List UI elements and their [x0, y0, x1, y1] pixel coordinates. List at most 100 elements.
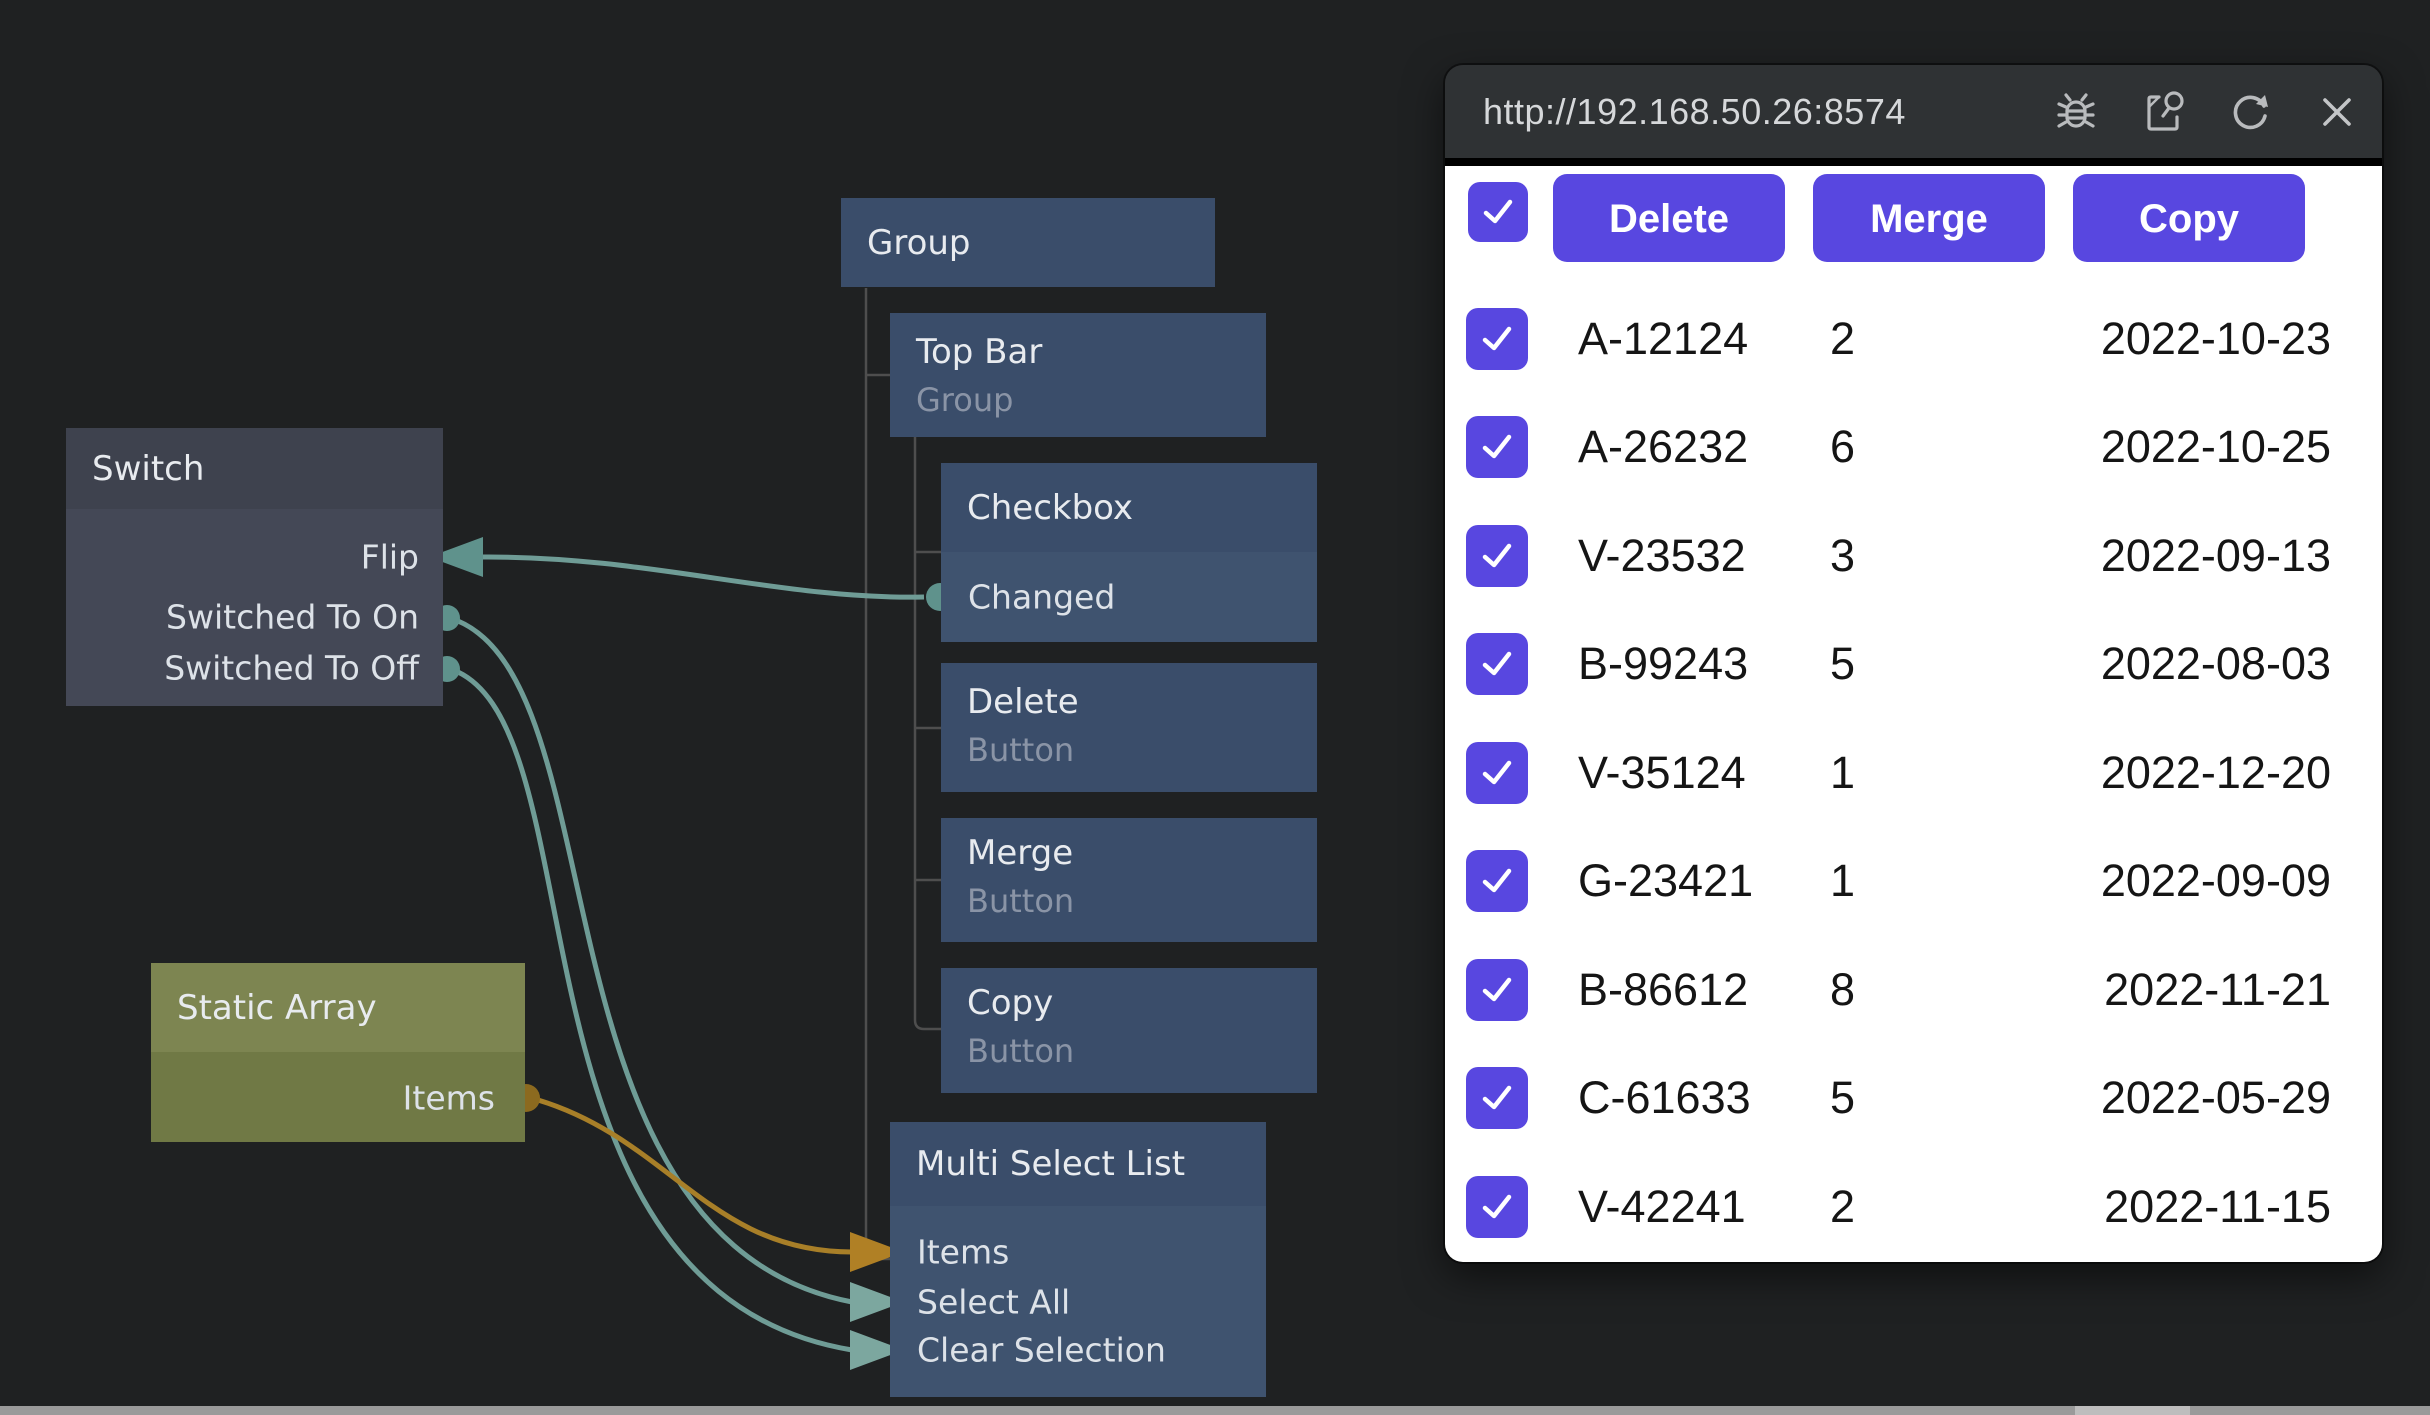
- node-subtitle: Button: [967, 730, 1075, 769]
- node-group[interactable]: Group: [841, 198, 1215, 287]
- check-icon: [1482, 977, 1512, 1001]
- delete-button[interactable]: Delete: [1553, 174, 1785, 262]
- bottom-edge-strip: [0, 1406, 2430, 1415]
- row-qty: 1: [1830, 855, 1856, 906]
- check-icon: [1483, 199, 1513, 224]
- row-checkbox[interactable]: [1466, 633, 1528, 695]
- node-subtitle: Group: [916, 380, 1014, 419]
- check-icon: [1482, 1085, 1512, 1110]
- row-id: G-23421: [1578, 855, 1754, 906]
- port-label-switched-to-on: Switched To On: [166, 597, 419, 637]
- row-checkbox[interactable]: [1466, 307, 1528, 370]
- check-icon: [1482, 1194, 1512, 1218]
- table-row[interactable]: B-86612 8 2022-11-21: [1445, 937, 2382, 1042]
- tree-line-topbar-children: [913, 437, 941, 1031]
- wire-on-to-select-all[interactable]: [457, 618, 853, 1305]
- row-id: V-23532: [1578, 529, 1746, 581]
- bottom-edge-strip-segment: [2075, 1406, 2190, 1415]
- row-id: V-35124: [1578, 746, 1746, 798]
- row-id: B-99243: [1578, 638, 1749, 689]
- node-multi-select-list-header: Multi Select List: [890, 1122, 1266, 1206]
- row-qty: 2: [1830, 312, 1856, 364]
- bug-icon[interactable]: [2051, 87, 2101, 137]
- row-checkbox[interactable]: [1466, 1175, 1528, 1238]
- row-qty: 5: [1830, 638, 1856, 689]
- browser-titlebar: http://192.168.50.26:8574: [1445, 65, 2382, 158]
- port-label-flip: Flip: [360, 537, 419, 577]
- row-checkbox[interactable]: [1466, 958, 1528, 1021]
- node-multi-select-list[interactable]: Multi Select List Items Select All Clear…: [890, 1122, 1266, 1397]
- check-icon: [1482, 651, 1512, 676]
- table-row[interactable]: B-99243 5 2022-08-03: [1445, 612, 2382, 717]
- table-row[interactable]: V-23532 3 2022-09-13: [1445, 503, 2382, 608]
- node-switch[interactable]: Switch Flip Switched To On Switched To O…: [66, 428, 443, 706]
- table-row[interactable]: G-23421 1 2022-09-09: [1445, 829, 2382, 934]
- row-qty: 8: [1830, 963, 1856, 1015]
- check-icon: [1482, 760, 1512, 784]
- row-id: B-86612: [1578, 963, 1749, 1015]
- url-text[interactable]: http://192.168.50.26:8574: [1483, 90, 1906, 132]
- table-row[interactable]: A-26232 6 2022-10-25: [1445, 395, 2382, 500]
- row-qty: 3: [1830, 529, 1856, 581]
- row-id: C-61633: [1578, 1072, 1751, 1123]
- node-title-block: Delete Button: [967, 681, 1079, 770]
- table-row[interactable]: C-61633 5 2022-05-29: [1445, 1046, 2382, 1151]
- refresh-icon[interactable]: [2225, 87, 2275, 137]
- browser-preview-panel: http://192.168.50.26:8574: [1445, 65, 2382, 1262]
- wire-items-to-items[interactable]: [537, 1097, 853, 1255]
- row-checkbox[interactable]: [1466, 741, 1528, 804]
- node-title: Top Bar: [916, 332, 1043, 372]
- row-qty: 1: [1830, 746, 1856, 798]
- node-merge-button[interactable]: Merge Button: [941, 818, 1317, 942]
- row-checkbox[interactable]: [1466, 416, 1528, 478]
- port-label-static-items: Items: [402, 1078, 495, 1118]
- node-title-block: Top Bar Group: [916, 331, 1042, 420]
- merge-button[interactable]: Merge: [1813, 174, 2045, 262]
- inspect-icon[interactable]: [2137, 87, 2187, 137]
- row-date: 2022-11-21: [2104, 963, 2331, 1015]
- port-label-changed: Changed: [968, 577, 1116, 617]
- row-qty: 5: [1830, 1072, 1856, 1123]
- row-date: 2022-11-15: [2104, 1180, 2331, 1232]
- table-row[interactable]: A-12124 2 2022-10-23: [1445, 286, 2382, 391]
- wire-changed-to-flip[interactable]: [482, 554, 925, 600]
- check-icon: [1482, 543, 1512, 567]
- copy-button[interactable]: Copy: [2073, 174, 2305, 262]
- tree-line-group-children: [864, 288, 890, 1261]
- check-icon: [1482, 434, 1512, 459]
- titlebar-divider: [1445, 158, 2382, 166]
- node-title: Switch: [92, 448, 205, 489]
- row-id: V-42241: [1578, 1180, 1746, 1232]
- row-date: 2022-12-20: [2100, 746, 2331, 798]
- node-static-array[interactable]: Static Array Items: [151, 963, 525, 1142]
- node-title: Checkbox: [967, 487, 1134, 528]
- node-title: Delete: [967, 682, 1079, 722]
- node-subtitle: Button: [967, 1031, 1075, 1070]
- row-id: A-12124: [1578, 312, 1749, 364]
- node-title-block: Merge Button: [967, 832, 1074, 921]
- node-delete-button[interactable]: Delete Button: [941, 663, 1317, 792]
- node-checkbox[interactable]: Checkbox Changed: [941, 463, 1317, 642]
- node-top-bar[interactable]: Top Bar Group: [890, 313, 1266, 437]
- row-checkbox[interactable]: [1466, 1067, 1528, 1129]
- row-checkbox[interactable]: [1466, 524, 1528, 587]
- port-label-switched-to-off: Switched To Off: [164, 648, 419, 688]
- row-id: A-26232: [1578, 421, 1749, 472]
- node-copy-button[interactable]: Copy Button: [941, 968, 1317, 1093]
- close-icon[interactable]: [2312, 87, 2362, 137]
- table-row[interactable]: V-35124 1 2022-12-20: [1445, 720, 2382, 825]
- row-checkbox[interactable]: [1466, 850, 1528, 912]
- table-row[interactable]: V-42241 2 2022-11-15: [1445, 1154, 2382, 1259]
- row-qty: 6: [1830, 421, 1856, 472]
- row-date: 2022-09-13: [2100, 529, 2331, 581]
- row-qty: 2: [1830, 1180, 1856, 1232]
- select-all-checkbox[interactable]: [1468, 182, 1528, 242]
- node-title: Copy: [967, 983, 1054, 1023]
- node-switch-header: Switch: [66, 428, 443, 509]
- browser-page-content: Delete Merge Copy A-12124 2 2022-10-23 A…: [1445, 166, 2382, 1262]
- node-title: Multi Select List: [916, 1144, 1186, 1184]
- check-icon: [1482, 868, 1512, 893]
- row-date: 2022-10-25: [2100, 421, 2331, 472]
- node-static-array-header: Static Array: [151, 963, 525, 1052]
